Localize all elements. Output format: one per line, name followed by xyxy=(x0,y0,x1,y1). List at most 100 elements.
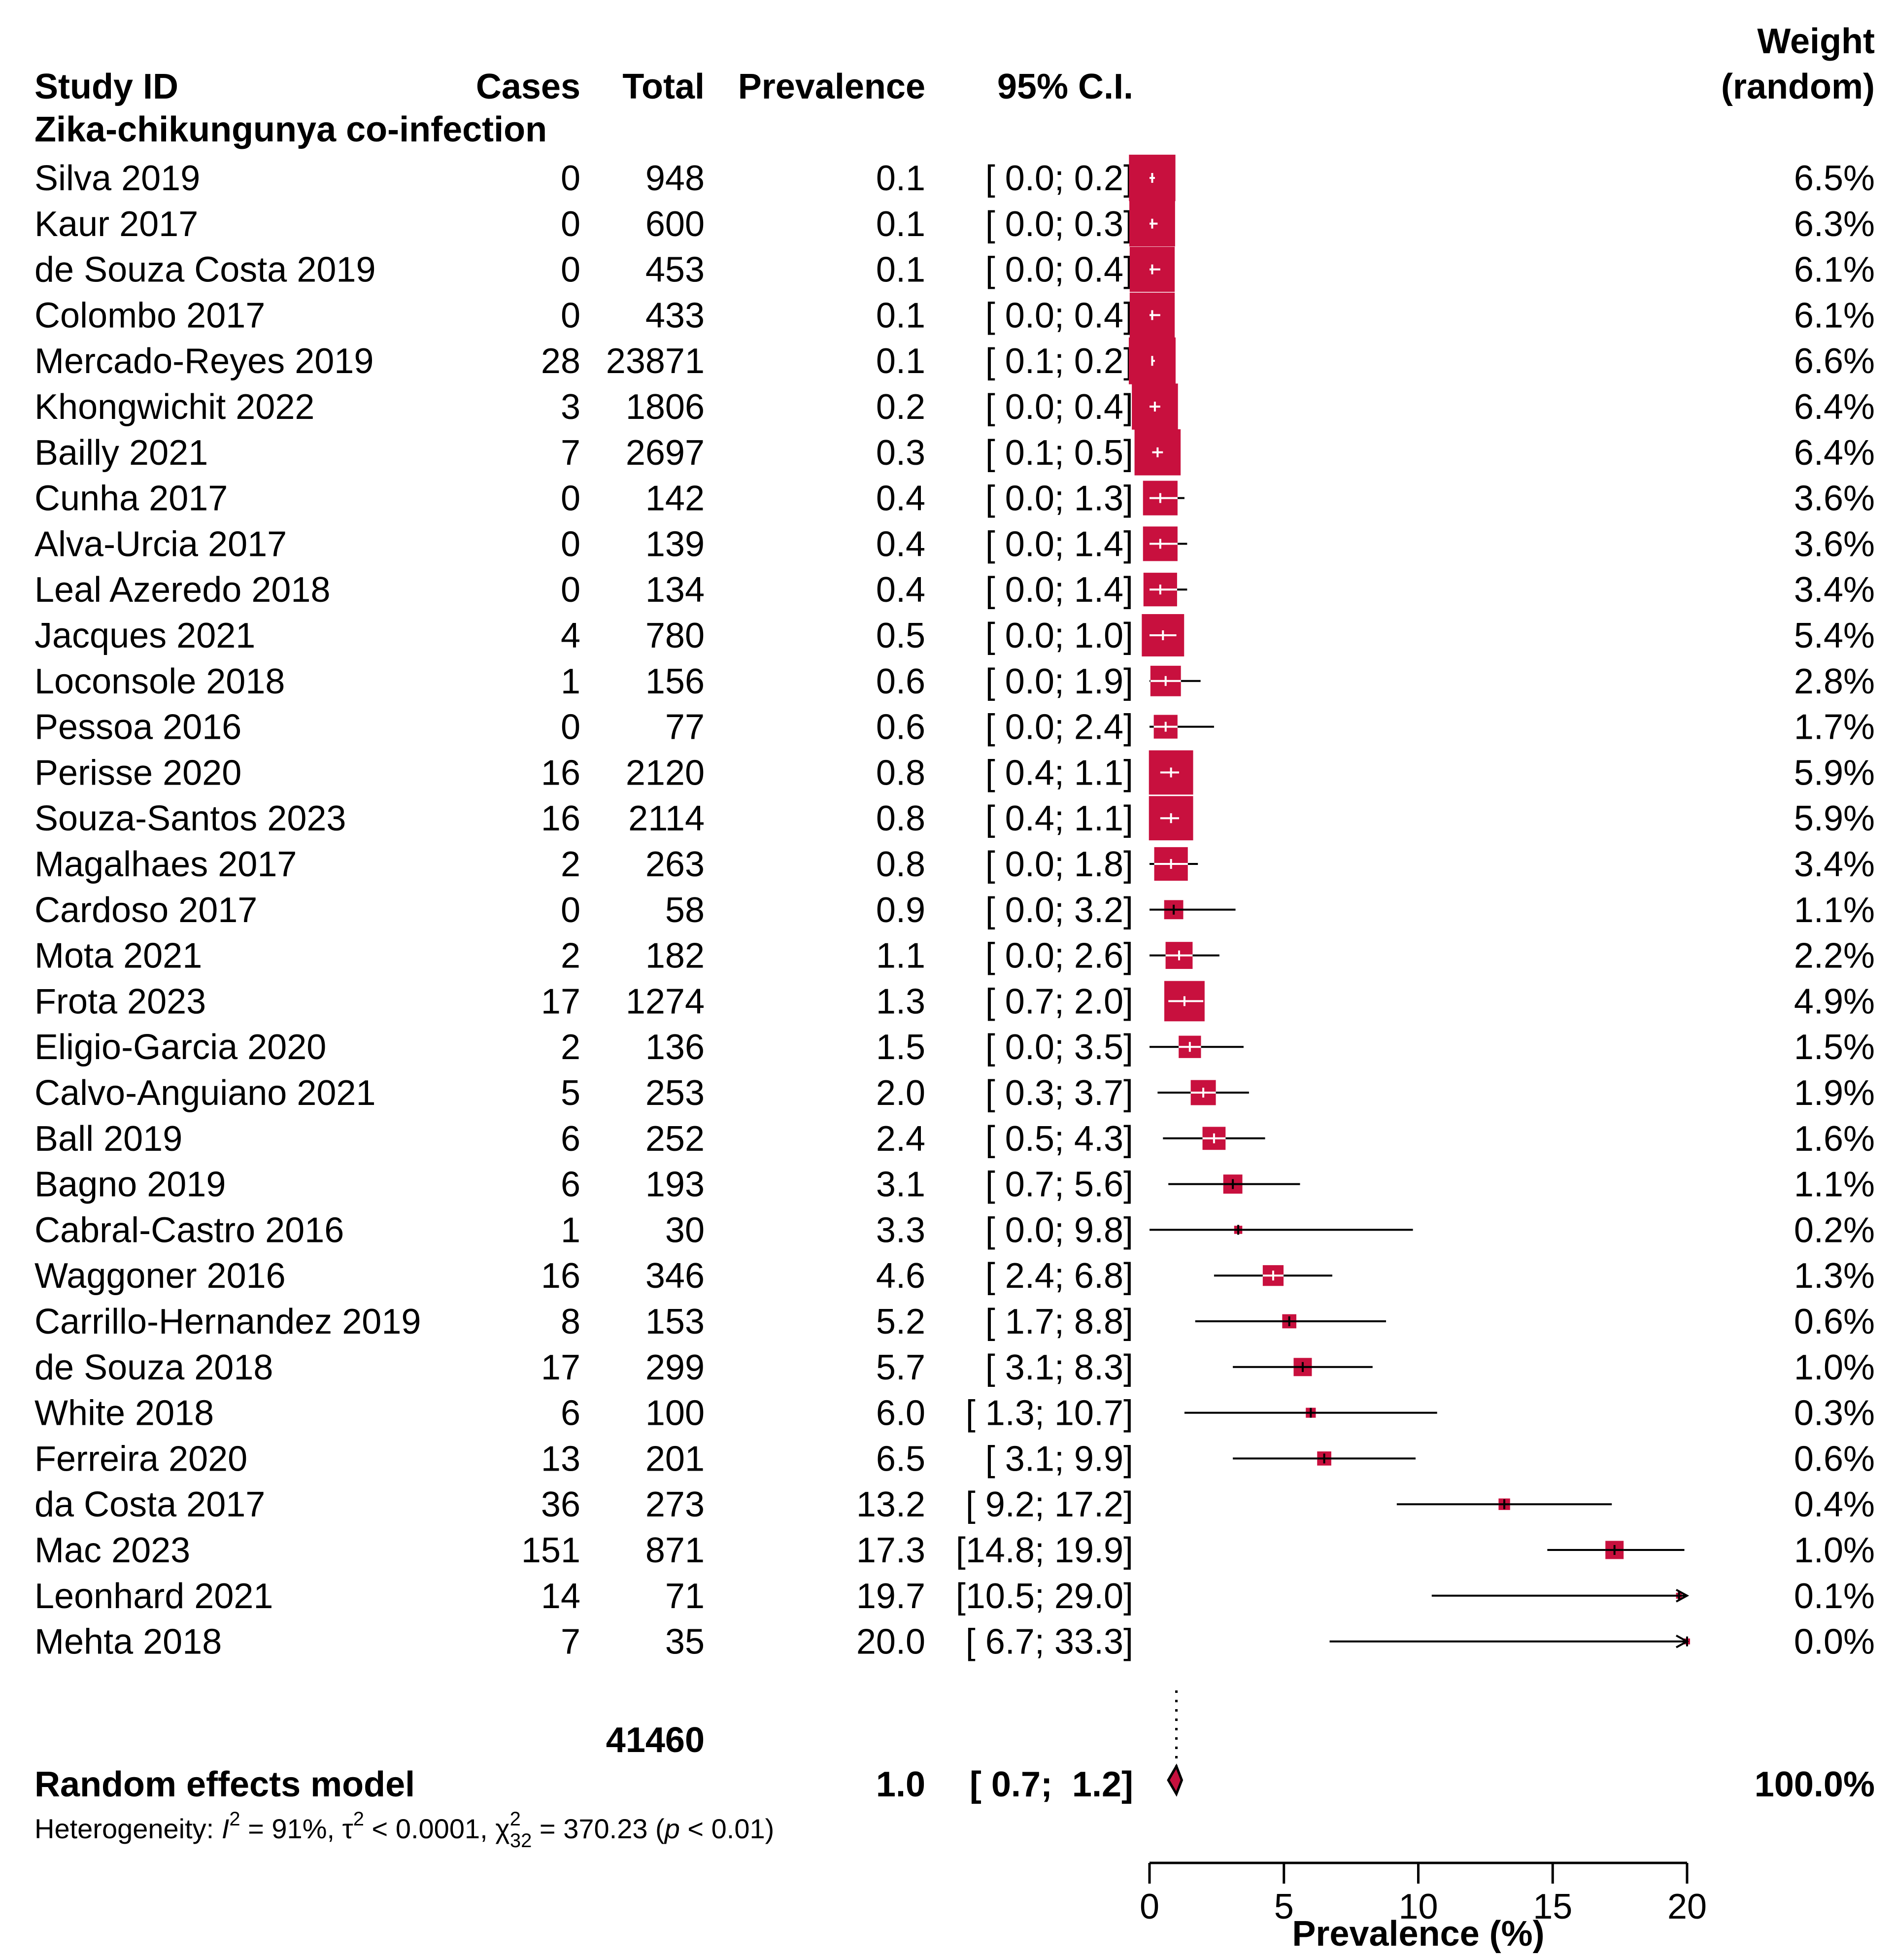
study-weight: 0.6% xyxy=(1794,1302,1875,1341)
study-weight: 0.0% xyxy=(1794,1622,1875,1662)
study-ci: [ 0.0; 0.4] xyxy=(985,387,1133,427)
study-weight: 3.4% xyxy=(1794,570,1875,610)
het-prefix: Heterogeneity: xyxy=(34,1813,222,1844)
study-cases: 0 xyxy=(561,570,580,610)
study-weight: 6.4% xyxy=(1794,387,1875,427)
study-ci: [ 0.0; 1.9] xyxy=(985,662,1133,701)
het-chi-sub: 32 xyxy=(510,1830,532,1852)
study-name: Calvo-Anguiano 2021 xyxy=(34,1073,376,1113)
x-axis-ticks: 0 5 10 15 20 xyxy=(1140,1863,1707,1926)
study-ci: [ 1.3; 10.7] xyxy=(966,1394,1133,1433)
study-weight: 0.1% xyxy=(1794,1577,1875,1616)
study-total: 136 xyxy=(645,1028,705,1067)
study-cases: 2 xyxy=(561,1028,580,1067)
study-ci: [ 0.0; 3.5] xyxy=(985,1028,1133,1067)
study-name: Cunha 2017 xyxy=(34,479,228,518)
study-ci: [ 0.0; 1.4] xyxy=(985,524,1133,564)
study-ci: [14.8; 19.9] xyxy=(956,1531,1133,1570)
study-ci: [ 0.0; 0.2] xyxy=(985,159,1133,198)
study-name: Cardoso 2017 xyxy=(34,891,257,930)
study-prevalence: 1.1 xyxy=(876,936,925,976)
study-prevalence: 1.5 xyxy=(876,1028,925,1067)
study-prevalence: 0.4 xyxy=(876,570,925,610)
study-cases: 6 xyxy=(561,1165,580,1204)
study-weight: 2.2% xyxy=(1794,936,1875,976)
study-total: 142 xyxy=(645,479,705,518)
summary-label: Random effects model xyxy=(34,1765,415,1804)
het-chi-sup: 2 xyxy=(510,1808,521,1830)
study-prevalence: 0.1 xyxy=(876,296,925,335)
study-prevalence: 0.8 xyxy=(876,799,925,838)
study-total: 871 xyxy=(645,1531,705,1570)
study-ci: [ 0.5; 4.3] xyxy=(985,1119,1133,1159)
study-total: 299 xyxy=(645,1348,705,1387)
header-total: Total xyxy=(622,67,705,106)
het-i2-symbol: I xyxy=(222,1813,230,1844)
study-name: Loconsole 2018 xyxy=(34,662,285,701)
study-weight: 3.6% xyxy=(1794,479,1875,518)
study-ci: [ 0.1; 0.5] xyxy=(985,433,1133,473)
study-total: 201 xyxy=(645,1439,705,1479)
study-cases: 16 xyxy=(541,1256,580,1296)
study-cases: 17 xyxy=(541,1348,580,1387)
study-name: Mota 2021 xyxy=(34,936,202,976)
study-name: Eligio-Garcia 2020 xyxy=(34,1028,326,1067)
study-name: Mehta 2018 xyxy=(34,1622,222,1662)
study-ci: [ 0.3; 3.7] xyxy=(985,1073,1133,1113)
header-weight-line1: Weight xyxy=(1757,22,1875,61)
study-total: 600 xyxy=(645,205,705,244)
study-total: 780 xyxy=(645,616,705,655)
study-weight: 2.8% xyxy=(1794,662,1875,701)
study-name: White 2018 xyxy=(34,1394,214,1433)
het-p-symbol: p xyxy=(664,1813,680,1844)
study-ci: [ 1.7; 8.8] xyxy=(985,1302,1133,1341)
summary-total-n: 41460 xyxy=(606,1720,705,1760)
study-name: Leal Azeredo 2018 xyxy=(34,570,331,610)
study-weight: 6.3% xyxy=(1794,205,1875,244)
x-tick-label: 5 xyxy=(1274,1887,1294,1926)
study-ci: [ 0.0; 0.4] xyxy=(985,250,1133,290)
study-cases: 8 xyxy=(561,1302,580,1341)
study-cases: 2 xyxy=(561,936,580,976)
study-prevalence: 0.4 xyxy=(876,479,925,518)
study-cases: 6 xyxy=(561,1394,580,1433)
study-prevalence: 0.1 xyxy=(876,342,925,381)
study-ci: [10.5; 29.0] xyxy=(956,1577,1133,1616)
study-cases: 16 xyxy=(541,799,580,838)
study-prevalence: 0.6 xyxy=(876,662,925,701)
study-ci: [ 6.7; 33.3] xyxy=(966,1622,1133,1662)
study-weight: 6.4% xyxy=(1794,433,1875,473)
subgroup-title: Zika-chikungunya co-infection xyxy=(34,110,547,149)
study-weight: 1.7% xyxy=(1794,708,1875,747)
study-name: Ferreira 2020 xyxy=(34,1439,247,1479)
study-prevalence: 5.2 xyxy=(876,1302,925,1341)
study-cases: 0 xyxy=(561,296,580,335)
study-weight: 3.6% xyxy=(1794,524,1875,564)
study-prevalence: 0.4 xyxy=(876,524,925,564)
study-total: 35 xyxy=(665,1622,705,1662)
study-cases: 0 xyxy=(561,479,580,518)
study-total: 1806 xyxy=(626,387,705,427)
study-ci: [ 0.0; 1.3] xyxy=(985,479,1133,518)
study-prevalence: 2.4 xyxy=(876,1119,925,1159)
study-prevalence: 0.2 xyxy=(876,387,925,427)
study-cases: 1 xyxy=(561,662,580,701)
study-ci: [ 0.7; 5.6] xyxy=(985,1165,1133,1204)
study-weight: 1.0% xyxy=(1794,1531,1875,1570)
study-cases: 0 xyxy=(561,205,580,244)
study-weight: 0.2% xyxy=(1794,1210,1875,1250)
het-i2-value: = 91%, xyxy=(240,1813,342,1844)
header-weight-line2: (random) xyxy=(1721,67,1875,106)
study-prevalence: 0.1 xyxy=(876,250,925,290)
ci-arrow-icon xyxy=(1676,1589,1690,1603)
study-ci: [ 9.2; 17.2] xyxy=(966,1485,1133,1524)
study-prevalence: 0.3 xyxy=(876,433,925,473)
study-total: 252 xyxy=(645,1119,705,1159)
study-total: 139 xyxy=(645,524,705,564)
x-tick-label: 0 xyxy=(1140,1887,1159,1926)
study-cases: 13 xyxy=(541,1439,580,1479)
study-prevalence: 6.5 xyxy=(876,1439,925,1479)
study-weight: 1.1% xyxy=(1794,891,1875,930)
study-total: 273 xyxy=(645,1485,705,1524)
study-prevalence: 2.0 xyxy=(876,1073,925,1113)
